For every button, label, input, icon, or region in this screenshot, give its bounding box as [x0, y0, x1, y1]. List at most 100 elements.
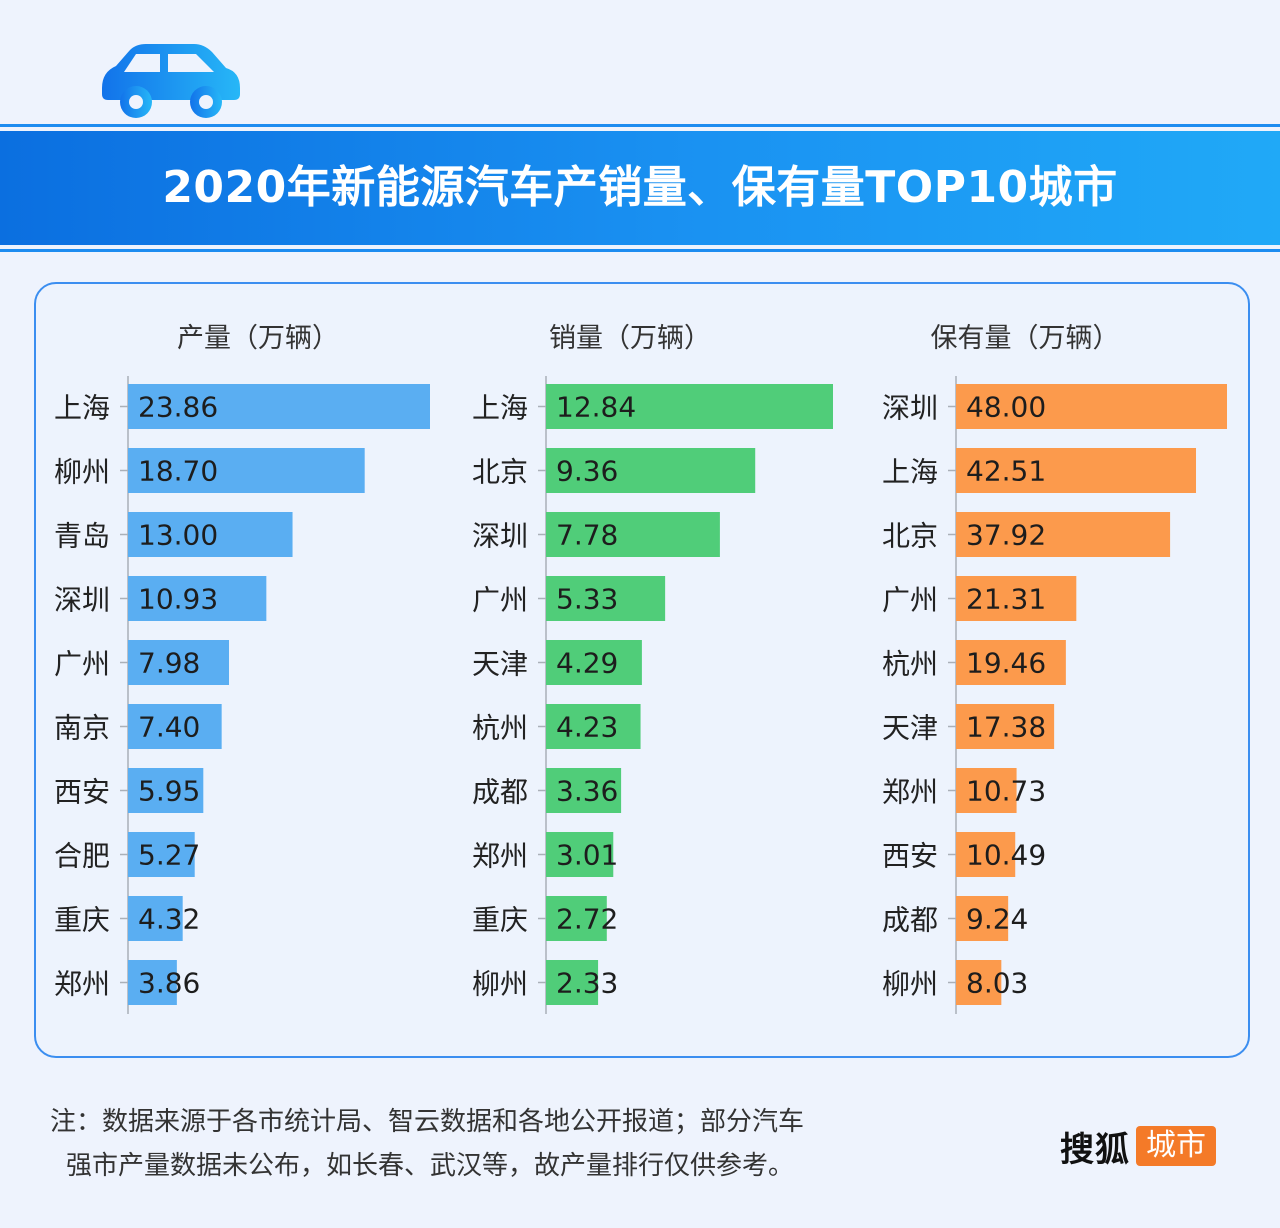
sales-bar	[546, 448, 756, 493]
ownership-category-label: 深圳	[882, 392, 938, 425]
ownership-category-label: 北京	[882, 520, 938, 553]
production-category-label: 西安	[54, 776, 110, 809]
production-category-label: 上海	[54, 392, 110, 425]
ownership-bar	[956, 640, 1066, 685]
ownership-category-label: 广州	[882, 584, 938, 617]
production-bar	[128, 576, 267, 621]
production-category-label: 青岛	[54, 520, 110, 553]
ownership-category-label: 郑州	[882, 776, 938, 809]
ownership-bar	[956, 960, 1002, 1005]
sales-bar	[546, 768, 622, 813]
brand-name: 搜狐	[1060, 1129, 1130, 1170]
banner-top-rule	[0, 124, 1280, 127]
sales-category-label: 重庆	[472, 904, 528, 937]
ownership-bar	[956, 768, 1017, 813]
ownership-category-label: 杭州	[882, 648, 938, 681]
production-value-label: 5.95	[138, 775, 200, 808]
sales-value-label: 9.36	[556, 455, 618, 488]
ownership-value-label: 48.00	[966, 391, 1046, 424]
page-title: 2020年新能源汽车产销量、保有量TOP10城市	[162, 162, 1118, 213]
production-category-label: 柳州	[54, 456, 110, 489]
production-bar	[128, 512, 293, 557]
production-chart-title: 产量（万辆）	[177, 323, 339, 354]
banner-bottom-rule	[0, 249, 1280, 252]
production-value-label: 23.86	[138, 391, 218, 424]
sales-chart-title: 销量（万辆）	[549, 323, 711, 354]
sales-value-label: 2.72	[556, 903, 618, 936]
ownership-category-label: 成都	[882, 904, 938, 937]
sales-bar	[546, 704, 641, 749]
sales-category-label: 杭州	[472, 712, 528, 745]
brand-tag: 城市	[1136, 1126, 1216, 1166]
brand-logo: 搜狐 城市	[1060, 1124, 1216, 1170]
ownership-bar	[956, 576, 1077, 621]
production-value-label: 13.00	[138, 519, 218, 552]
ownership-value-label: 42.51	[966, 455, 1046, 488]
production-value-label: 4.32	[138, 903, 200, 936]
ownership-value-label: 21.31	[966, 583, 1046, 616]
sales-category-label: 柳州	[472, 968, 528, 1001]
production-category-label: 深圳	[54, 584, 110, 617]
ownership-category-label: 柳州	[882, 968, 938, 1001]
sales-bar	[546, 576, 666, 621]
ownership-category-label: 天津	[882, 712, 938, 745]
footnote-line-1: 注：数据来源于各市统计局、智云数据和各地公开报道；部分汽车	[50, 1107, 805, 1137]
sales-bar	[546, 384, 833, 429]
production-bar	[128, 384, 430, 429]
sales-value-label: 4.23	[556, 711, 618, 744]
production-category-label: 重庆	[54, 904, 110, 937]
sales-category-label: 郑州	[472, 840, 528, 873]
production-bar	[128, 768, 204, 813]
ownership-value-label: 10.49	[966, 839, 1046, 872]
production-value-label: 18.70	[138, 455, 218, 488]
production-bar	[128, 832, 195, 877]
ownership-bar	[956, 512, 1171, 557]
production-value-label: 3.86	[138, 967, 200, 1000]
sales-bar	[546, 896, 607, 941]
ownership-value-label: 17.38	[966, 711, 1046, 744]
ownership-bar	[956, 704, 1055, 749]
production-bar	[128, 704, 222, 749]
sales-value-label: 4.29	[556, 647, 618, 680]
sales-bar	[546, 512, 720, 557]
sales-category-label: 广州	[472, 584, 528, 617]
ownership-bar	[956, 448, 1197, 493]
production-value-label: 10.93	[138, 583, 218, 616]
title-banner	[0, 131, 1280, 245]
ownership-bar	[956, 384, 1227, 429]
sales-category-label: 天津	[472, 648, 528, 681]
sales-value-label: 3.36	[556, 775, 618, 808]
sales-bar	[546, 832, 614, 877]
ownership-value-label: 8.03	[966, 967, 1028, 1000]
sales-value-label: 12.84	[556, 391, 636, 424]
production-bar	[128, 960, 177, 1005]
sales-category-label: 上海	[472, 392, 528, 425]
sales-category-label: 深圳	[472, 520, 528, 553]
ownership-value-label: 9.24	[966, 903, 1028, 936]
sales-value-label: 3.01	[556, 839, 618, 872]
production-category-label: 南京	[54, 712, 110, 745]
production-value-label: 5.27	[138, 839, 200, 872]
production-bar	[128, 896, 183, 941]
ownership-category-label: 上海	[882, 456, 938, 489]
production-value-label: 7.98	[138, 647, 200, 680]
sales-category-label: 成都	[472, 776, 528, 809]
footnote: 注：数据来源于各市统计局、智云数据和各地公开报道；部分汽车 强市产量数据未公布，…	[50, 1100, 804, 1188]
sales-value-label: 5.33	[556, 583, 618, 616]
production-category-label: 合肥	[54, 840, 110, 873]
ownership-value-label: 37.92	[966, 519, 1046, 552]
ownership-bar	[956, 832, 1016, 877]
ownership-bar	[956, 896, 1009, 941]
car-icon	[102, 44, 240, 118]
footnote-line-2: 强市产量数据未公布，如长春、武汉等，故产量排行仅供参考。	[66, 1151, 795, 1181]
sales-value-label: 7.78	[556, 519, 618, 552]
production-category-label: 广州	[54, 648, 110, 681]
sales-bar	[546, 640, 642, 685]
production-value-label: 7.40	[138, 711, 200, 744]
production-bar	[128, 640, 230, 685]
ownership-value-label: 10.73	[966, 775, 1046, 808]
ownership-chart-title: 保有量（万辆）	[930, 323, 1120, 354]
production-bar	[128, 448, 365, 493]
production-category-label: 郑州	[54, 968, 110, 1001]
